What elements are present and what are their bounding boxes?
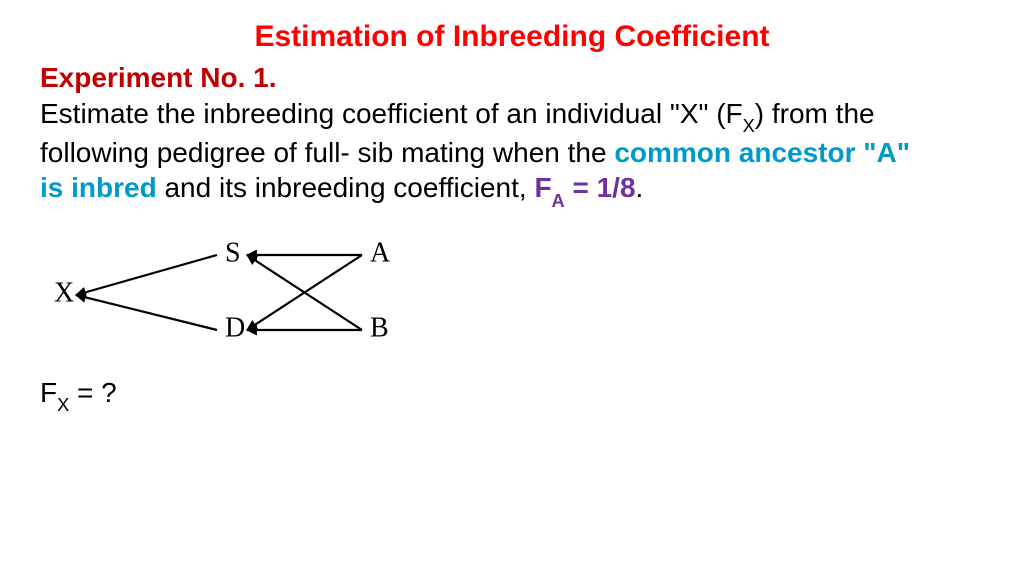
pedigree-diagram: X S D A B (40, 228, 984, 373)
experiment-number: Experiment No. 1. (40, 62, 984, 94)
node-label-X: X (54, 277, 74, 308)
body-after: . (636, 172, 644, 203)
fa-rest: = 1/8 (565, 172, 636, 203)
fx-question: FX = ? (40, 377, 984, 414)
pedigree-svg: X S D A B (40, 228, 460, 368)
fa-prefix: F (534, 172, 551, 203)
node-label-D: D (225, 312, 245, 343)
fa-sub: A (552, 191, 565, 211)
problem-statement: Estimate the inbreeding coefficient of a… (40, 96, 940, 210)
node-label-S: S (225, 237, 241, 268)
node-label-A: A (370, 237, 391, 268)
body-fa: FA = 1/8 (534, 172, 635, 203)
body-pre: Estimate the inbreeding coefficient of a… (40, 98, 743, 129)
fx-prefix: F (40, 377, 57, 408)
edge-D-X (76, 295, 217, 330)
edge-S-X (76, 255, 217, 295)
body-sub-x: X (743, 116, 755, 136)
page-title: Estimation of Inbreeding Coefficient (40, 20, 984, 54)
body-mid2: and its inbreeding coefficient, (157, 172, 535, 203)
fx-sub: X (57, 395, 69, 415)
fx-rest: = ? (69, 377, 116, 408)
node-label-B: B (370, 312, 389, 343)
